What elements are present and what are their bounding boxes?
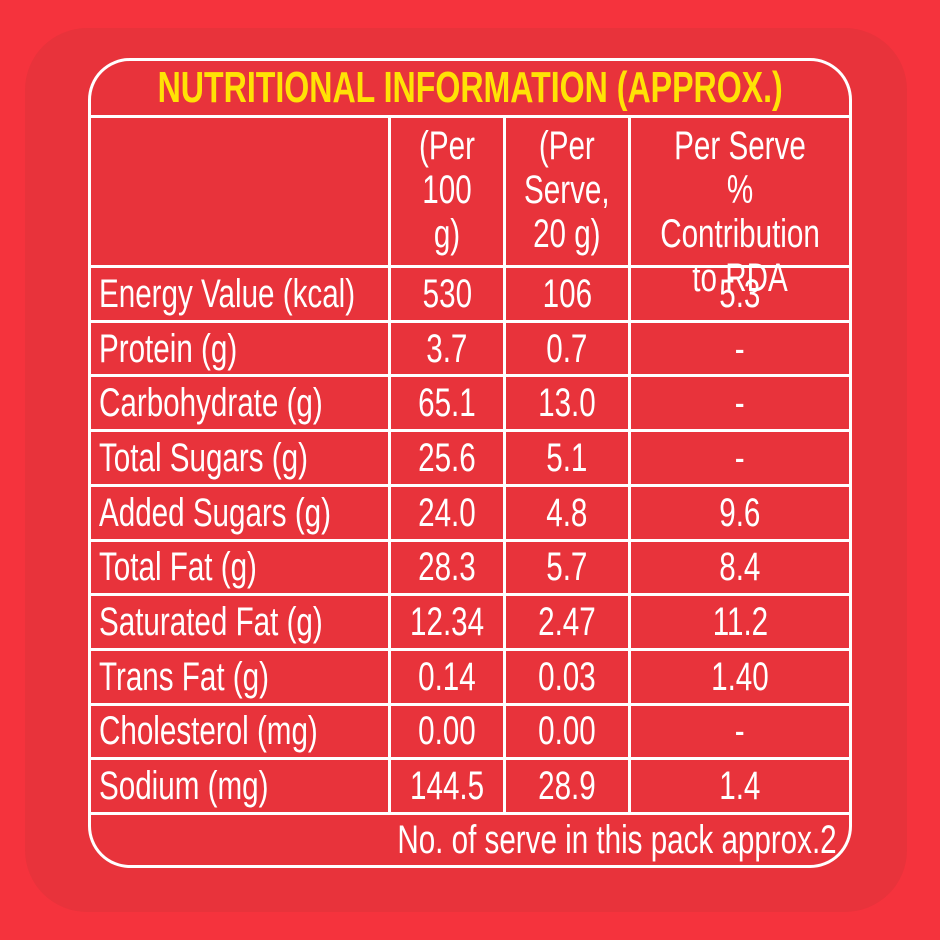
per-100g-value-cell: 530: [388, 268, 503, 320]
per-100g-value-cell: 12.34: [388, 596, 503, 648]
rda-value-cell: 11.2: [628, 596, 849, 648]
table-row: Protein (g) 3.7 0.7 -: [91, 319, 849, 375]
per-100g-value-cell: 28.3: [388, 541, 503, 594]
footer-note-text: No. of serve in this pack approx.2: [397, 817, 837, 862]
table-title: NUTRITIONAL INFORMATION (APPROX.): [91, 61, 849, 118]
table-row: Saturated Fat (g) 12.34 2.47 11.2: [91, 593, 849, 648]
rda-value-cell: 9.6: [628, 486, 849, 539]
label-panel: NUTRITIONAL INFORMATION (APPROX.) (Per 1…: [25, 28, 907, 912]
nutrient-name-cell: Protein (g): [99, 326, 238, 371]
per-100g-value-cell: 65.1: [388, 377, 503, 430]
rda-value-cell: -: [628, 705, 849, 758]
table-footer: No. of serve in this pack approx.2: [91, 812, 849, 865]
per-serve-value-cell: 0.00: [503, 705, 628, 758]
nutrient-name-cell: Sodium (mg): [99, 764, 269, 809]
table-header-row: (Per 100 g) (Per Serve, 20 g) Per Serve …: [91, 118, 849, 300]
rda-value-cell: -: [628, 432, 849, 484]
table-grid: (Per 100 g) (Per Serve, 20 g) Per Serve …: [91, 118, 849, 813]
per-serve-value-cell: 4.8: [503, 486, 628, 539]
per-serve-value-cell: 28.9: [503, 760, 628, 813]
nutrient-name-cell: Total Fat (g): [99, 545, 257, 590]
per-serve-value-cell: 5.1: [503, 432, 628, 484]
per-100g-value-cell: 0.14: [388, 650, 503, 703]
table-row: Energy Value (kcal) 530 106 5.3: [91, 265, 849, 320]
rda-value-cell: -: [628, 377, 849, 430]
nutrient-name-cell: Saturated Fat (g): [99, 600, 323, 645]
nutrient-name-cell: Energy Value (kcal): [99, 271, 356, 316]
nutrient-name-cell: Added Sugars (g): [99, 490, 332, 535]
per-serve-value-cell: 0.03: [503, 650, 628, 703]
per-100g-value-cell: 25.6: [388, 432, 503, 484]
table-title-text: NUTRITIONAL INFORMATION (APPROX.): [157, 63, 783, 112]
table-row: Trans Fat (g) 0.14 0.03 1.40: [91, 647, 849, 703]
nutrition-table: NUTRITIONAL INFORMATION (APPROX.) (Per 1…: [88, 58, 852, 868]
per-serve-value-cell: 2.47: [503, 596, 628, 648]
rda-value-cell: 5.3: [628, 268, 849, 320]
per-100g-value-cell: 3.7: [388, 322, 503, 375]
table-row: Total Sugars (g) 25.6 5.1 -: [91, 429, 849, 484]
per-100g-value-cell: 144.5: [388, 760, 503, 813]
nutrient-name-cell: Trans Fat (g): [99, 654, 269, 699]
header-per-serve-cell: (Per Serve, 20 g): [503, 118, 628, 300]
header-rda-cell: Per Serve % Contribution to RDA: [628, 118, 849, 300]
rda-value-cell: 1.4: [628, 760, 849, 813]
table-rows: Energy Value (kcal) 530 106 5.3 Protein …: [91, 265, 849, 813]
rda-value-cell: 8.4: [628, 541, 849, 594]
per-serve-value-cell: 0.7: [503, 322, 628, 375]
per-100g-value-cell: 0.00: [388, 705, 503, 758]
rda-value-cell: -: [628, 322, 849, 375]
per-serve-value-cell: 5.7: [503, 541, 628, 594]
nutrient-name-cell: Cholesterol (mg): [99, 709, 318, 754]
per-serve-value-cell: 106: [503, 268, 628, 320]
nutrient-name-cell: Total Sugars (g): [99, 435, 308, 480]
header-per-100g-cell: (Per 100 g): [388, 118, 503, 300]
table-row: Carbohydrate (g) 65.1 13.0 -: [91, 374, 849, 430]
table-row: Sodium (mg) 144.5 28.9 1.4: [91, 757, 849, 813]
nutrient-name-cell: Carbohydrate (g): [99, 381, 323, 426]
table-row: Total Fat (g) 28.3 5.7 8.4: [91, 538, 849, 594]
table-row: Added Sugars (g) 24.0 4.8 9.6: [91, 483, 849, 539]
table-row: Cholesterol (mg) 0.00 0.00 -: [91, 702, 849, 758]
per-100g-value-cell: 24.0: [388, 486, 503, 539]
rda-value-cell: 1.40: [628, 650, 849, 703]
per-serve-value-cell: 13.0: [503, 377, 628, 430]
